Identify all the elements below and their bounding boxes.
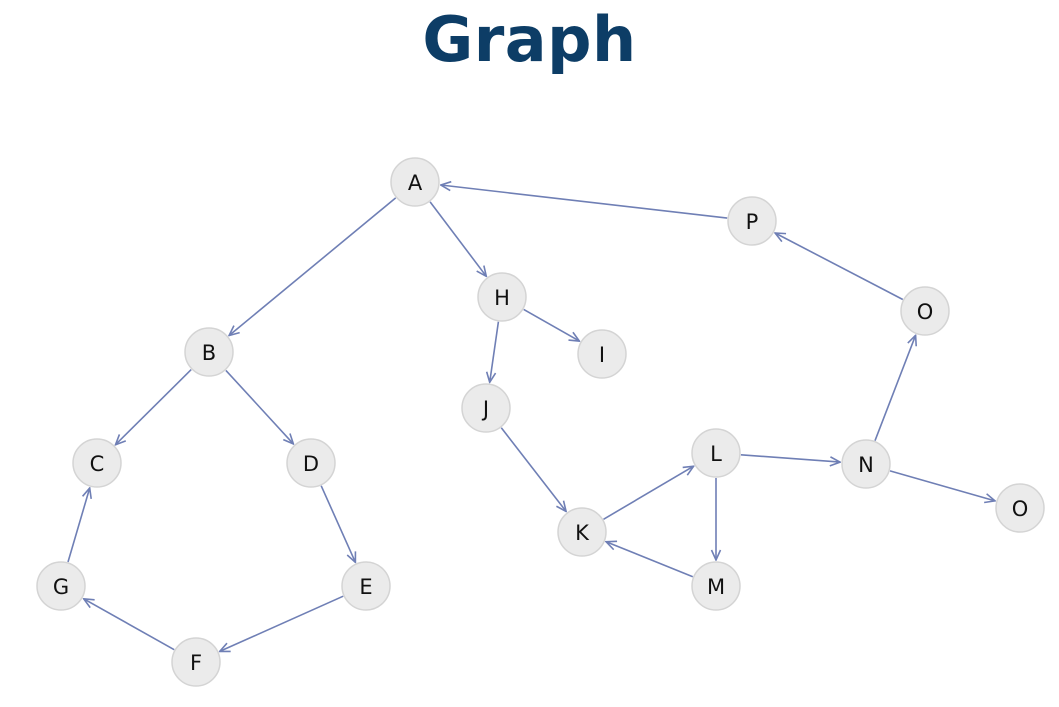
node-label: G xyxy=(53,575,69,599)
node-circle xyxy=(72,438,122,488)
edge-a-to-b xyxy=(229,197,397,336)
node-circle xyxy=(390,157,440,207)
node-label: I xyxy=(599,343,605,367)
node-circle xyxy=(557,507,607,557)
edge-f-to-g xyxy=(84,599,175,651)
node-label: O xyxy=(1012,497,1029,521)
node-b: B xyxy=(184,327,234,377)
edge-k-to-l xyxy=(603,466,694,520)
node-i: I xyxy=(577,329,627,379)
node-circle xyxy=(477,272,527,322)
node-circle xyxy=(691,428,741,478)
edge-j-to-k xyxy=(500,427,566,512)
edge-m-to-k xyxy=(606,542,694,578)
node-label: L xyxy=(710,442,722,466)
nodes-layer: A P H I O B J C D L N O K G E M F xyxy=(36,157,1045,687)
node-h: H xyxy=(477,272,527,322)
node-e: E xyxy=(341,561,391,611)
node-k: K xyxy=(557,507,607,557)
node-circle xyxy=(184,327,234,377)
node-label: N xyxy=(858,453,874,477)
node-circle xyxy=(900,286,950,336)
node-circle xyxy=(36,561,86,611)
page-title: Graph xyxy=(422,3,637,76)
node-d: D xyxy=(286,438,336,488)
edge-o1-to-p xyxy=(775,233,904,301)
node-label: K xyxy=(575,521,590,545)
node-label: P xyxy=(746,210,759,234)
edge-h-to-i xyxy=(523,308,580,341)
node-circle xyxy=(727,196,777,246)
node-o1: O xyxy=(900,286,950,336)
edge-l-to-n xyxy=(740,454,840,462)
edge-b-to-c xyxy=(116,369,192,445)
node-circle xyxy=(841,439,891,489)
edge-b-to-d xyxy=(225,369,294,444)
node-circle xyxy=(995,483,1045,533)
node-l: L xyxy=(691,428,741,478)
node-f: F xyxy=(171,637,221,687)
node-label: O xyxy=(917,300,934,324)
node-g: G xyxy=(36,561,86,611)
node-circle xyxy=(691,561,741,611)
node-n: N xyxy=(841,439,891,489)
node-p: P xyxy=(727,196,777,246)
node-o2: O xyxy=(995,483,1045,533)
node-label: A xyxy=(408,171,423,195)
edge-d-to-e xyxy=(320,485,355,563)
node-circle xyxy=(171,637,221,687)
edge-h-to-j xyxy=(490,321,500,383)
node-label: D xyxy=(303,452,319,476)
node-label: E xyxy=(359,575,372,599)
node-label: F xyxy=(190,651,202,675)
edge-n-to-o1 xyxy=(874,335,916,441)
edge-a-to-h xyxy=(429,201,486,276)
node-circle xyxy=(461,383,511,433)
edge-p-to-a xyxy=(441,185,728,219)
edge-e-to-f xyxy=(220,595,344,651)
node-label: H xyxy=(494,286,510,310)
node-c: C xyxy=(72,438,122,488)
edges-layer xyxy=(67,185,995,651)
node-label: B xyxy=(202,341,216,365)
node-circle xyxy=(577,329,627,379)
node-j: J xyxy=(461,383,511,433)
edge-n-to-o2 xyxy=(889,470,995,501)
node-circle xyxy=(341,561,391,611)
node-circle xyxy=(286,438,336,488)
node-a: A xyxy=(390,157,440,207)
node-m: M xyxy=(691,561,741,611)
node-label: C xyxy=(90,452,105,476)
edge-g-to-c xyxy=(67,488,90,563)
node-label: J xyxy=(481,397,489,421)
node-label: M xyxy=(707,575,725,599)
